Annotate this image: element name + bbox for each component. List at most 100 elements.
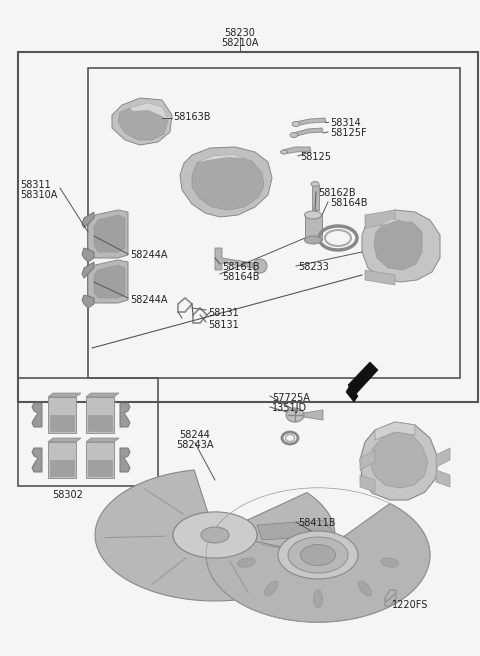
Ellipse shape [288,537,348,573]
Text: 58230: 58230 [225,28,255,38]
Text: 1351JD: 1351JD [272,403,307,413]
Polygon shape [215,248,260,270]
Polygon shape [305,215,322,240]
Text: 1220FS: 1220FS [392,600,428,610]
Ellipse shape [278,531,358,579]
Ellipse shape [286,408,304,422]
Polygon shape [362,210,440,282]
Ellipse shape [201,527,229,543]
Ellipse shape [381,558,398,567]
Text: 58125: 58125 [300,152,331,162]
Ellipse shape [300,544,336,565]
Bar [88,68,460,378]
Polygon shape [206,504,430,622]
Text: 58161B: 58161B [222,262,260,272]
Polygon shape [295,118,326,126]
Ellipse shape [173,512,257,558]
Polygon shape [95,470,335,601]
Polygon shape [348,362,378,395]
Text: 58131: 58131 [208,308,239,318]
Text: 58163B: 58163B [173,112,211,122]
Polygon shape [383,220,412,225]
Polygon shape [94,265,125,298]
Text: 58311: 58311 [20,180,51,190]
Text: 58244A: 58244A [130,295,168,305]
Polygon shape [118,103,168,140]
Text: 58243A: 58243A [176,440,214,450]
Polygon shape [82,262,94,278]
Ellipse shape [304,236,322,244]
Polygon shape [283,147,311,154]
Polygon shape [346,385,358,402]
Text: 58210A: 58210A [221,38,259,48]
Circle shape [253,259,267,273]
Polygon shape [48,393,81,397]
Polygon shape [82,295,94,308]
Polygon shape [88,460,112,476]
Polygon shape [180,147,272,217]
Polygon shape [32,403,42,427]
Text: 58162B: 58162B [318,188,356,198]
Text: 58411B: 58411B [298,518,336,528]
Ellipse shape [311,182,319,186]
Polygon shape [130,103,168,120]
Text: 58164B: 58164B [222,272,260,282]
Polygon shape [436,448,450,467]
Polygon shape [360,422,438,500]
Polygon shape [370,432,428,488]
Ellipse shape [313,590,323,607]
Ellipse shape [358,581,372,596]
Polygon shape [375,422,415,440]
Ellipse shape [238,558,255,567]
Polygon shape [198,155,252,162]
Polygon shape [48,397,76,433]
Polygon shape [50,415,74,431]
Polygon shape [48,438,81,442]
Polygon shape [86,438,119,442]
Polygon shape [304,410,323,420]
Polygon shape [88,260,128,303]
Text: 58164B: 58164B [330,198,368,208]
Polygon shape [86,393,119,397]
Polygon shape [86,397,114,433]
Polygon shape [365,270,395,285]
Text: 57725A: 57725A [272,393,310,403]
Polygon shape [374,220,422,270]
Polygon shape [385,590,396,606]
Polygon shape [365,210,395,228]
Polygon shape [360,450,375,470]
Polygon shape [88,210,128,258]
Text: 58125F: 58125F [330,128,367,138]
Polygon shape [120,403,130,427]
Polygon shape [86,442,114,478]
Polygon shape [436,470,450,487]
Text: 58131: 58131 [208,320,239,330]
Ellipse shape [292,121,300,127]
Text: 58244A: 58244A [130,250,168,260]
Bar [18,52,478,402]
Polygon shape [88,415,112,431]
Polygon shape [112,98,172,145]
Ellipse shape [304,211,322,219]
Polygon shape [120,448,130,472]
Polygon shape [257,520,335,540]
Polygon shape [360,475,375,492]
Polygon shape [293,128,323,137]
Polygon shape [48,442,76,478]
Polygon shape [192,155,264,210]
Polygon shape [32,448,42,472]
Text: 58310A: 58310A [20,190,58,200]
Text: 58244: 58244 [180,430,210,440]
Text: 58233: 58233 [298,262,329,272]
Polygon shape [50,460,74,476]
Ellipse shape [264,581,278,596]
Polygon shape [312,185,319,210]
Polygon shape [94,215,125,252]
Polygon shape [82,212,94,228]
Polygon shape [82,248,94,262]
Text: 58314: 58314 [330,118,361,128]
Text: 58302: 58302 [53,490,84,500]
Ellipse shape [290,133,298,138]
Ellipse shape [280,150,288,154]
Bar [18,378,158,486]
